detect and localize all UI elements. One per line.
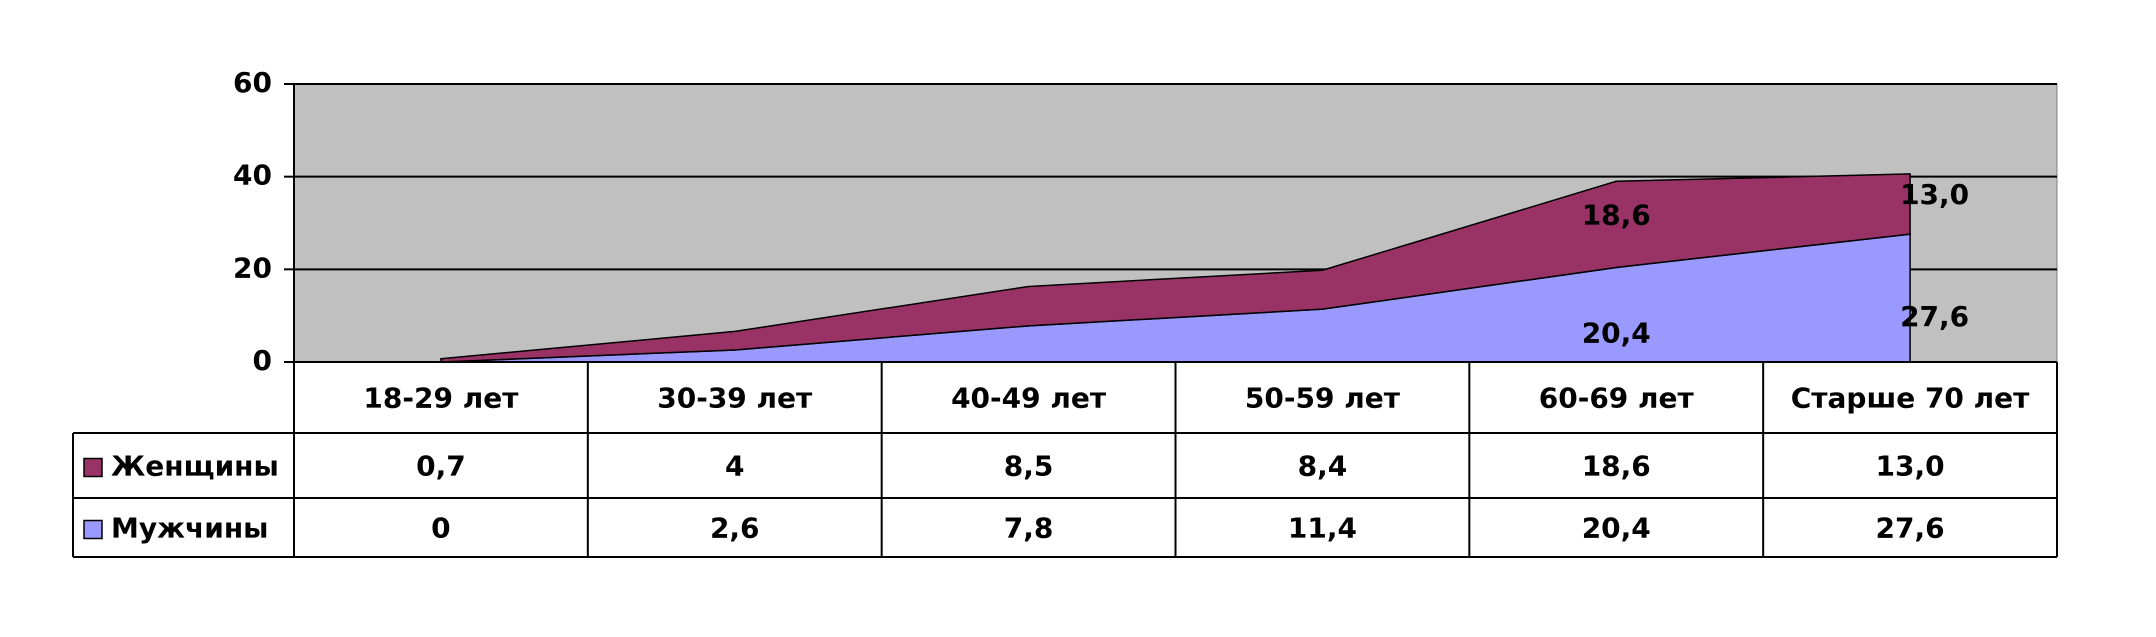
legend-swatch [83, 519, 103, 540]
table-value: 0 [431, 512, 450, 545]
area [440, 173, 1911, 363]
x-tick-label: 50-59 лет [1245, 382, 1401, 415]
table-value: 11,4 [1288, 512, 1357, 545]
data-label: 18,6 [1582, 198, 1651, 231]
y-tick-label: 60 [233, 66, 272, 99]
data-label: 20,4 [1582, 317, 1651, 350]
y-tick-label: 0 [253, 344, 272, 377]
y-tick-label: 20 [233, 251, 272, 284]
data-label: 27,6 [1900, 300, 1969, 333]
legend-label: Женщины [111, 450, 279, 483]
x-tick-label: 40-49 лет [951, 382, 1107, 415]
y-tick-label: 40 [233, 159, 272, 192]
data-label: 13,0 [1900, 178, 1969, 211]
table-value: 18,6 [1582, 450, 1651, 483]
x-tick-label: 18-29 лет [363, 382, 519, 415]
table-value: 8,4 [1298, 450, 1348, 483]
table-value: 8,5 [1004, 450, 1054, 483]
table-value: 20,4 [1582, 512, 1651, 545]
table-value: 0,7 [416, 450, 466, 483]
legend-swatch [83, 457, 103, 478]
table-value: 27,6 [1876, 512, 1945, 545]
x-tick-label: 60-69 лет [1539, 382, 1695, 415]
table-value: 7,8 [1004, 512, 1054, 545]
table-value: 4 [725, 450, 744, 483]
x-tick-label: 30-39 лет [657, 382, 813, 415]
x-tick-label: Старше 70 лет [1791, 382, 2030, 415]
table-value: 13,0 [1876, 450, 1945, 483]
legend-label: Мужчины [111, 512, 269, 545]
table-value: 2,6 [710, 512, 760, 545]
